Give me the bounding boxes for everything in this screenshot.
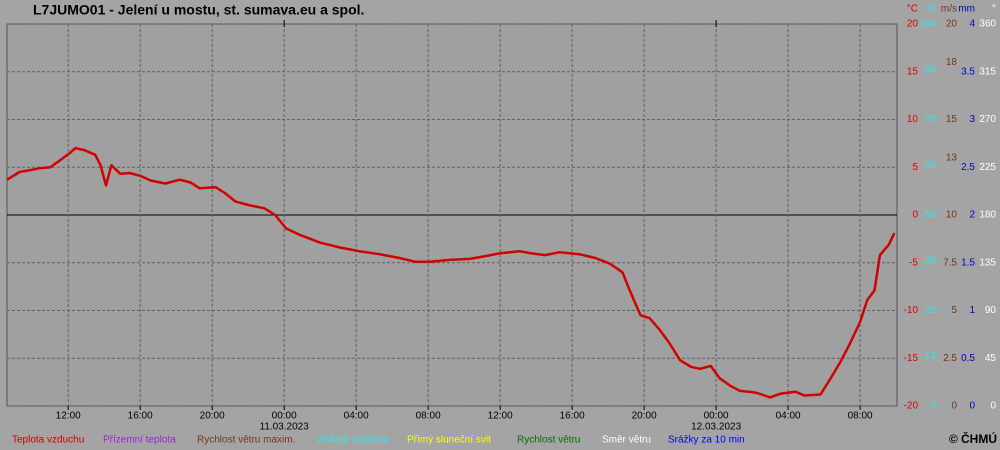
date-label: 11.03.2023 — [260, 422, 310, 433]
legend-item: Rychlost větru — [517, 435, 580, 446]
legend-item: Rychlost větru maxim. — [197, 435, 295, 446]
x-tick-label: 12:00 — [56, 411, 81, 422]
y-tick-label: 0 — [951, 401, 957, 412]
y-tick-label: 0 — [912, 210, 918, 221]
y-tick-label: 75 — [925, 114, 937, 125]
legend-item: Přízemní teplota — [103, 435, 176, 446]
y-tick-label: 50 — [925, 210, 937, 221]
x-tick-label: 16:00 — [128, 411, 153, 422]
y-tick-label: 1 — [969, 305, 975, 316]
y-tick-label: 180 — [979, 210, 996, 221]
y-tick-label: -10 — [904, 305, 919, 316]
legend-item: Srážky za 10 min — [668, 435, 745, 446]
x-tick-label: 08:00 — [416, 411, 441, 422]
y-tick-label: 15 — [946, 114, 958, 125]
legend-item: Směr větru — [602, 435, 651, 446]
y-tick-label: 0 — [930, 401, 936, 412]
y-tick-label: 20 — [946, 19, 958, 30]
y-tick-label: 18 — [946, 57, 958, 68]
axis-unit: mm — [958, 4, 975, 15]
x-tick-label: 20:00 — [632, 411, 657, 422]
y-tick-label: 63 — [925, 160, 937, 171]
y-tick-label: 3 — [969, 114, 975, 125]
y-tick-label: 360 — [979, 19, 996, 30]
x-tick-label: 12:00 — [488, 411, 513, 422]
y-tick-label: 270 — [979, 114, 996, 125]
y-tick-label: 1.5 — [961, 257, 975, 268]
y-tick-label: 38 — [925, 255, 937, 266]
y-tick-label: 4 — [969, 19, 975, 30]
y-tick-label: 100 — [919, 19, 936, 30]
y-tick-label: 10 — [907, 114, 919, 125]
date-label: 12.03.2023 — [691, 422, 741, 433]
legend-item: Teplota vzduchu — [12, 435, 84, 446]
y-tick-label: 88 — [925, 64, 937, 75]
chart-title: L7JUMO01 - Jelení u mostu, st. sumava.eu… — [33, 2, 364, 18]
axis-unit: ° — [992, 4, 996, 15]
y-tick-label: 2.5 — [943, 353, 957, 364]
y-tick-label: 135 — [979, 257, 996, 268]
y-tick-label: -5 — [909, 257, 918, 268]
x-tick-label: 04:00 — [776, 411, 801, 422]
x-tick-label: 08:00 — [848, 411, 873, 422]
y-tick-label: 315 — [979, 66, 996, 77]
y-tick-label: 0.5 — [961, 353, 975, 364]
y-tick-label: 7.5 — [943, 257, 957, 268]
y-tick-label: 15 — [907, 66, 919, 77]
legend-item: Vlhkost vzduchu — [316, 435, 389, 446]
x-tick-label: 00:00 — [704, 411, 729, 422]
y-axis-unit: °C — [907, 4, 918, 15]
axis-unit: m/s — [941, 4, 957, 15]
y-tick-label: 5 — [951, 305, 957, 316]
y-tick-label: 2 — [969, 210, 975, 221]
y-tick-label: -20 — [904, 401, 919, 412]
axis-unit: % — [927, 4, 936, 15]
y-tick-label: -15 — [904, 353, 919, 364]
y-tick-label: 0 — [969, 401, 975, 412]
credit: © ČHMÚ — [949, 431, 997, 446]
x-tick-label: 20:00 — [200, 411, 225, 422]
x-tick-label: 16:00 — [560, 411, 585, 422]
y-tick-label: 13 — [925, 351, 937, 362]
y-tick-label: 13 — [946, 152, 958, 163]
y-tick-label: 20 — [907, 19, 919, 30]
legend-item: Přímý sluneční svit — [407, 435, 491, 446]
y-tick-label: 2.5 — [961, 162, 975, 173]
y-tick-label: 45 — [985, 353, 997, 364]
y-tick-label: 25 — [925, 305, 937, 316]
y-tick-label: 3.5 — [961, 66, 975, 77]
temperature-line — [6, 146, 896, 399]
x-tick-label: 00:00 — [272, 411, 297, 422]
y-tick-label: 10 — [946, 210, 958, 221]
y-tick-label: 5 — [912, 162, 918, 173]
y-tick-label: 90 — [985, 305, 997, 316]
x-tick-label: 04:00 — [344, 411, 369, 422]
y-tick-label: 225 — [979, 162, 996, 173]
y-tick-label: 0 — [990, 401, 996, 412]
